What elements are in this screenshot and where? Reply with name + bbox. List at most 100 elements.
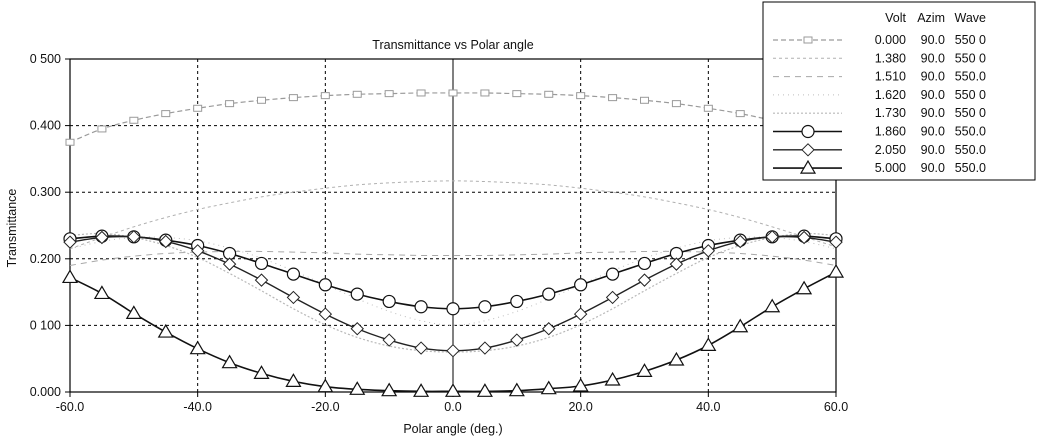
- legend-row: 0.000 90.0 550 0: [773, 33, 986, 47]
- legend-row: 1.860 90.0 550.0: [773, 125, 986, 139]
- data-point: [637, 256, 652, 271]
- data-point: [605, 267, 620, 281]
- legend-volt: 1.860: [875, 125, 906, 139]
- chart-title: Transmittance vs Polar angle: [372, 38, 533, 52]
- legend-row: 2.050 90.0 550.0: [773, 143, 986, 157]
- legend-volt: 1.730: [875, 106, 906, 120]
- data-point: [129, 116, 139, 124]
- legend-row: 1.620 90.0 550 0: [773, 88, 986, 102]
- data-point: [640, 96, 649, 104]
- data-point: [317, 378, 334, 393]
- legend-azim: 90.0: [921, 51, 945, 65]
- series-5.000: [61, 263, 845, 397]
- data-point: [125, 305, 142, 320]
- y-tick-label: 0.000: [30, 385, 61, 399]
- data-point: [382, 333, 396, 347]
- series-line: [69, 180, 837, 250]
- data-point: [61, 269, 79, 284]
- legend-row: 1.510 90.0 550.0: [773, 70, 986, 84]
- legend: Volt Azim Wave 0.000 90.0 550 0 1.380 90.0 55…: [762, 1, 1036, 181]
- data-point: [796, 280, 813, 295]
- data-point: [189, 340, 206, 355]
- data-point: [508, 382, 525, 397]
- data-point: [668, 351, 685, 366]
- data-point: [669, 257, 684, 271]
- x-tick-label: 40.0: [696, 400, 720, 414]
- data-point: [765, 230, 779, 244]
- data-point: [829, 235, 843, 249]
- data-point: [320, 92, 330, 100]
- data-point: [542, 322, 556, 336]
- data-point: [608, 94, 618, 102]
- data-point: [637, 273, 652, 287]
- legend-volt: 1.510: [875, 70, 906, 84]
- data-point: [446, 302, 460, 316]
- data-point: [510, 294, 524, 309]
- data-point: [414, 300, 428, 314]
- data-point: [193, 104, 203, 112]
- data-point: [735, 110, 745, 118]
- data-point: [446, 344, 460, 358]
- data-point: [573, 307, 588, 321]
- data-point: [636, 363, 653, 377]
- data-point: [286, 290, 301, 305]
- data-point: [801, 124, 815, 139]
- data-point: [285, 373, 302, 387]
- data-point: [384, 90, 394, 98]
- x-tick-label: -20.0: [311, 400, 340, 414]
- x-tick-label: -60.0: [56, 400, 85, 414]
- data-point: [286, 267, 301, 281]
- data-point: [512, 90, 522, 98]
- data-point: [733, 234, 747, 249]
- data-point: [544, 90, 554, 98]
- data-point: [478, 300, 492, 314]
- data-point: [257, 96, 266, 104]
- data-point: [732, 318, 749, 333]
- legend-row: 1.730 90.0 550 0: [773, 106, 986, 120]
- legend-azim: 90.0: [921, 106, 945, 120]
- data-point: [161, 110, 171, 118]
- data-point: [318, 278, 332, 292]
- legend-azim: 90.0: [921, 161, 945, 175]
- data-point: [350, 287, 364, 301]
- legend-wave: 550 0: [955, 106, 986, 120]
- data-point: [799, 159, 817, 174]
- data-point: [700, 337, 717, 351]
- data-point: [352, 90, 362, 98]
- data-point: [701, 244, 716, 258]
- data-point: [510, 333, 524, 347]
- data-point: [478, 341, 492, 355]
- y-tick-label: 0.300: [30, 185, 61, 199]
- data-point: [253, 365, 270, 379]
- data-point: [350, 322, 364, 336]
- data-point: [801, 143, 815, 157]
- legend-volt: 5.000: [875, 161, 906, 175]
- data-point: [97, 125, 107, 133]
- y-tick-label: 0 100: [30, 318, 61, 332]
- data-point: [127, 230, 141, 244]
- y-axis-label: Transmittance: [5, 189, 19, 268]
- x-tick-label: -40.0: [183, 400, 212, 414]
- data-point: [605, 290, 620, 305]
- data-point: [254, 256, 269, 271]
- legend-wave: 550.0: [955, 70, 986, 84]
- legend-volt: 2.050: [875, 143, 906, 157]
- data-point: [93, 285, 110, 300]
- data-point: [764, 298, 781, 313]
- tick-labels: -60.0 -40.0 -20.0 0.0 20.0 40.0 60.0 0.000 0 100…: [30, 52, 848, 414]
- x-tick-label: 60.0: [824, 400, 848, 414]
- data-point: [318, 307, 333, 321]
- data-point: [604, 371, 621, 386]
- data-point: [416, 89, 426, 97]
- x-tick-label: 0.0: [444, 400, 461, 414]
- data-point: [803, 36, 813, 44]
- legend-wave: 550 0: [955, 88, 986, 102]
- data-point: [703, 104, 713, 112]
- x-axis-label: Polar angle (deg.): [403, 422, 502, 436]
- data-point: [288, 94, 298, 102]
- legend-header-volt: Volt: [885, 11, 906, 25]
- legend-wave: 550.0: [955, 143, 986, 157]
- y-tick-label: 0 500: [30, 52, 61, 66]
- legend-row: 1.380 90.0 550 0: [773, 51, 986, 65]
